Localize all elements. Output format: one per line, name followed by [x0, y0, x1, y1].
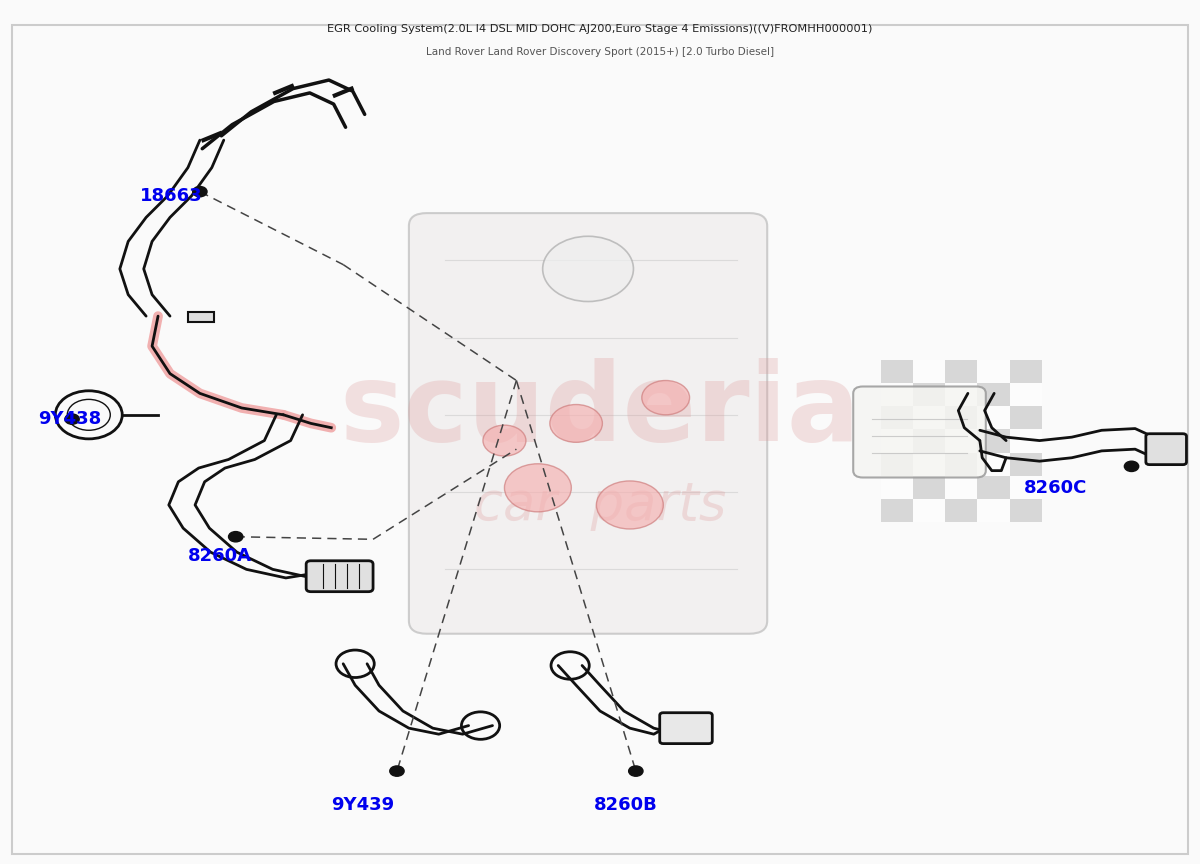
Bar	[946, 383, 978, 406]
Text: 8260C: 8260C	[1024, 479, 1087, 497]
Text: scuderia: scuderia	[340, 358, 860, 464]
Text: 8260B: 8260B	[594, 797, 658, 815]
Bar	[978, 476, 1009, 499]
Circle shape	[642, 380, 690, 415]
Circle shape	[550, 404, 602, 442]
Circle shape	[1124, 461, 1139, 472]
Circle shape	[193, 187, 208, 197]
Circle shape	[228, 531, 242, 542]
Text: car  parts: car parts	[474, 479, 726, 531]
Bar	[1009, 429, 1042, 453]
FancyBboxPatch shape	[409, 213, 767, 633]
Bar	[913, 476, 946, 499]
Bar	[913, 429, 946, 453]
FancyBboxPatch shape	[660, 713, 713, 744]
Bar	[1009, 406, 1042, 429]
Circle shape	[390, 766, 404, 776]
Bar	[881, 406, 913, 429]
Bar	[881, 476, 913, 499]
Bar	[913, 406, 946, 429]
Bar	[1009, 383, 1042, 406]
Bar	[946, 499, 978, 522]
Bar	[1009, 360, 1042, 383]
FancyBboxPatch shape	[1146, 434, 1187, 465]
Text: 9Y439: 9Y439	[331, 797, 395, 815]
Bar	[881, 383, 913, 406]
Bar	[946, 406, 978, 429]
Bar	[913, 383, 946, 406]
Bar	[1009, 453, 1042, 476]
Circle shape	[542, 236, 634, 302]
Bar	[188, 312, 214, 322]
FancyBboxPatch shape	[306, 561, 373, 592]
Bar	[978, 360, 1009, 383]
Bar	[946, 476, 978, 499]
Text: 9Y438: 9Y438	[38, 410, 102, 429]
Bar	[913, 453, 946, 476]
Circle shape	[629, 766, 643, 776]
Bar	[946, 429, 978, 453]
Circle shape	[596, 481, 664, 529]
Bar	[1009, 499, 1042, 522]
Bar	[913, 499, 946, 522]
Bar	[978, 383, 1009, 406]
Bar	[946, 453, 978, 476]
Bar	[881, 453, 913, 476]
Bar	[913, 360, 946, 383]
Bar	[881, 499, 913, 522]
Text: EGR Cooling System(2.0L I4 DSL MID DOHC AJ200,Euro Stage 4 Emissions)((V)FROMHH0: EGR Cooling System(2.0L I4 DSL MID DOHC …	[328, 24, 872, 35]
Circle shape	[482, 425, 526, 456]
Bar	[978, 406, 1009, 429]
Bar	[978, 453, 1009, 476]
Bar	[881, 360, 913, 383]
Bar	[946, 360, 978, 383]
Bar	[1009, 476, 1042, 499]
Bar	[881, 429, 913, 453]
Circle shape	[65, 414, 79, 424]
Circle shape	[504, 464, 571, 511]
Text: 18663: 18663	[140, 187, 203, 205]
Bar	[978, 429, 1009, 453]
Text: 8260A: 8260A	[188, 548, 252, 565]
Bar	[978, 499, 1009, 522]
FancyBboxPatch shape	[853, 386, 986, 478]
Text: Land Rover Land Rover Discovery Sport (2015+) [2.0 Turbo Diesel]: Land Rover Land Rover Discovery Sport (2…	[426, 48, 774, 57]
